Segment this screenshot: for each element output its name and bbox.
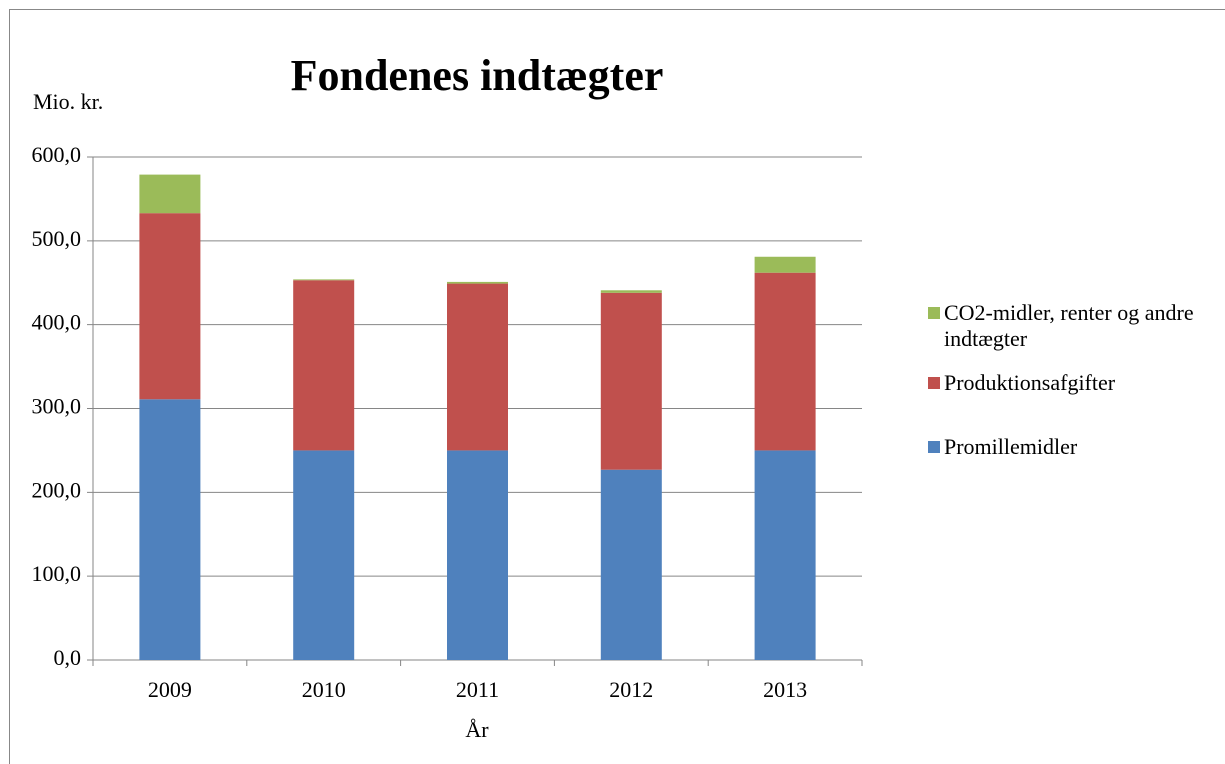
bar-segment	[754, 256, 816, 273]
bar-segment	[447, 281, 508, 284]
bar-segment	[139, 213, 201, 400]
x-axis-label: År	[465, 717, 489, 742]
bar-segment	[447, 450, 508, 660]
legend-label: Promillemidler	[944, 434, 1078, 459]
y-tick-label: 600,0	[32, 142, 82, 167]
legend-swatch	[928, 441, 940, 453]
legend-label: Produktionsafgifter	[944, 370, 1116, 395]
y-tick-label: 400,0	[32, 310, 82, 335]
x-tick-label: 2010	[302, 677, 346, 702]
bar-segment	[139, 399, 201, 660]
x-tick-label: 2013	[763, 677, 807, 702]
bar-segment	[600, 292, 662, 470]
x-tick-label: 2011	[456, 677, 499, 702]
bar-segment	[139, 174, 201, 214]
bar-segment	[447, 283, 508, 451]
y-tick-label: 500,0	[32, 226, 82, 251]
legend: CO2-midler, renter og andre indtægter Pro…	[928, 300, 1218, 460]
legend-entry: Promillemidler	[928, 434, 1218, 460]
bar-segment	[293, 450, 355, 660]
legend-label: CO2-midler, renter og andre indtægter	[944, 300, 1194, 351]
bar-segment	[600, 290, 662, 293]
bar-segment	[754, 450, 816, 660]
chart-title: Fondenes indtægter	[291, 51, 664, 100]
x-tick-label: 2012	[609, 677, 653, 702]
y-tick-label: 100,0	[32, 561, 82, 586]
chart-border	[9, 9, 1225, 764]
bar-segment	[293, 279, 355, 281]
bar-segment	[293, 280, 355, 451]
y-axis-label: Mio. kr.	[33, 89, 103, 114]
bar-segment	[754, 272, 816, 451]
y-tick-label: 300,0	[32, 394, 82, 419]
x-tick-label: 2009	[148, 677, 192, 702]
legend-swatch	[928, 307, 940, 319]
y-tick-label: 0,0	[54, 645, 82, 670]
y-tick-label: 200,0	[32, 477, 82, 502]
legend-swatch	[928, 377, 940, 389]
legend-entry: CO2-midler, renter og andre indtægter	[928, 300, 1218, 352]
legend-entry: Produktionsafgifter	[928, 370, 1218, 396]
bar-segment	[600, 469, 662, 660]
